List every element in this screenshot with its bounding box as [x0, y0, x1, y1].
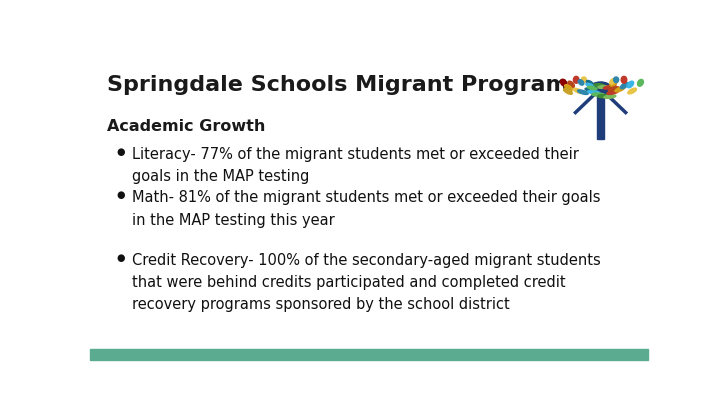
Ellipse shape [610, 79, 616, 84]
Text: Academic Growth: Academic Growth [107, 119, 265, 134]
Ellipse shape [598, 94, 610, 98]
Ellipse shape [637, 79, 644, 86]
Ellipse shape [588, 86, 597, 90]
Ellipse shape [592, 93, 604, 96]
Ellipse shape [604, 95, 616, 98]
Bar [597, 96, 604, 139]
Ellipse shape [581, 77, 586, 83]
Ellipse shape [608, 84, 616, 88]
Text: ●: ● [117, 147, 125, 157]
Ellipse shape [621, 77, 627, 83]
Ellipse shape [603, 85, 613, 89]
Ellipse shape [573, 88, 583, 94]
Text: Math- 81% of the migrant students met or exceeded their goals
in the MAP testing: Math- 81% of the migrant students met or… [132, 190, 600, 228]
Ellipse shape [561, 79, 567, 86]
Text: Springdale Schools Migrant Program: Springdale Schools Migrant Program [107, 75, 569, 95]
Ellipse shape [564, 89, 572, 94]
Ellipse shape [573, 77, 579, 83]
Ellipse shape [585, 88, 597, 92]
Ellipse shape [588, 90, 600, 94]
Ellipse shape [598, 85, 608, 88]
Ellipse shape [615, 87, 625, 92]
Ellipse shape [586, 81, 593, 85]
Ellipse shape [564, 85, 572, 91]
Ellipse shape [568, 81, 575, 88]
Ellipse shape [610, 81, 617, 86]
Ellipse shape [578, 80, 584, 85]
Bar [90, 349, 648, 360]
Ellipse shape [594, 84, 604, 87]
Ellipse shape [577, 90, 588, 94]
Ellipse shape [607, 90, 618, 94]
Ellipse shape [627, 81, 634, 88]
Text: Credit Recovery- 100% of the secondary-aged migrant students
that were behind cr: Credit Recovery- 100% of the secondary-a… [132, 253, 600, 312]
Text: ●: ● [117, 190, 125, 200]
Ellipse shape [628, 88, 636, 94]
Ellipse shape [608, 87, 619, 92]
Ellipse shape [586, 83, 594, 87]
Ellipse shape [613, 77, 618, 83]
Text: ●: ● [117, 253, 125, 263]
Text: Literacy- 77% of the migrant students met or exceeded their
goals in the MAP tes: Literacy- 77% of the migrant students me… [132, 147, 579, 184]
Circle shape [590, 82, 611, 93]
Ellipse shape [621, 83, 628, 89]
